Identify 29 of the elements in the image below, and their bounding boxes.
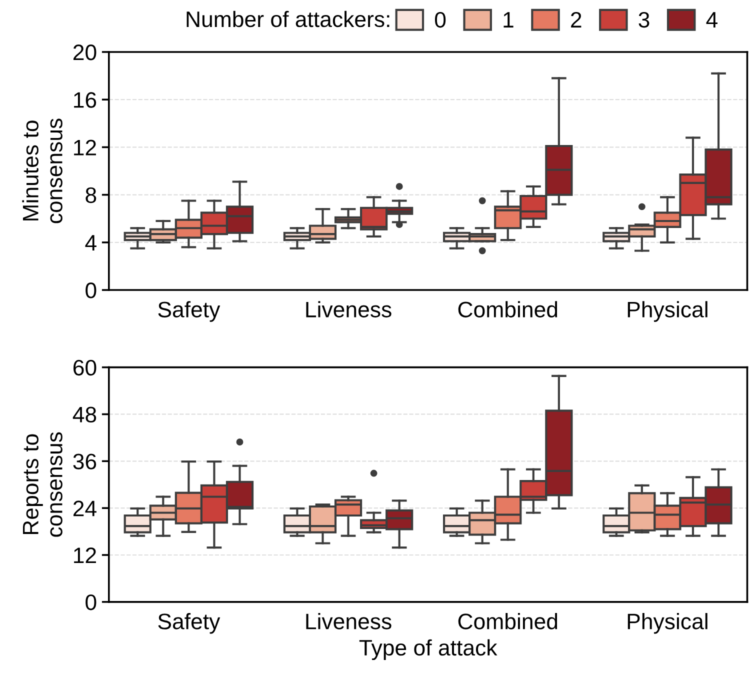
legend-title: Number of attackers: [186, 10, 390, 28]
y-tick-label: 4 [85, 235, 96, 250]
legend-label: 1 [504, 12, 514, 28]
y-tick-label: 36 [73, 454, 96, 470]
x-tick-label: Safety [158, 613, 220, 634]
y-tick-label: 12 [74, 140, 96, 156]
x-tick-label: Liveness [306, 301, 392, 318]
y-tick-label: 48 [72, 406, 96, 422]
x-tick-label: Physical [628, 613, 708, 634]
y-tick-label: 24 [73, 500, 96, 516]
y-tick-label: 0 [86, 282, 96, 298]
y-tick-label: 12 [74, 548, 96, 564]
x-tick-label: Liveness [306, 613, 392, 630]
y-tick-label: 16 [74, 92, 96, 108]
y-tick-label: 20 [73, 44, 96, 60]
x-tick-label: Combined [458, 301, 558, 318]
x-tick-label: Safety [158, 301, 220, 322]
legend-label: 3 [638, 12, 650, 28]
x-tick-label: Combined [458, 613, 558, 630]
legend-label: 2 [571, 12, 582, 28]
x-axis-title: Type of attack [359, 639, 498, 660]
y-axis-title: Minutes to consensus [22, 118, 62, 224]
legend-label: 4 [706, 12, 718, 28]
legend-label: 0 [434, 12, 446, 28]
y-tick-label: 8 [86, 187, 96, 204]
y-tick-label: 0 [86, 594, 96, 610]
y-axis-title: Reports to consensus [22, 432, 62, 537]
x-tick-label: Physical [628, 301, 708, 322]
y-tick-label: 60 [74, 360, 96, 376]
